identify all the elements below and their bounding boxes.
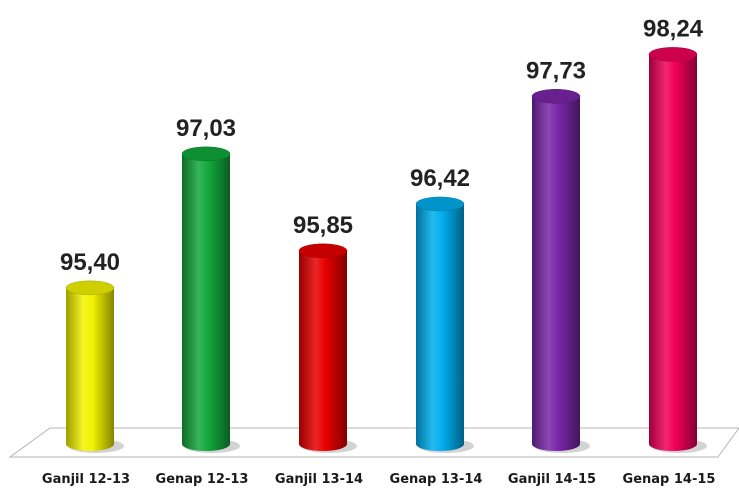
bar-body <box>299 250 347 451</box>
bar-top-cap <box>65 280 115 296</box>
category-labels-group: Ganjil 12-13 Genap 12-13 Ganjil 13-14 Genap… <box>42 472 716 487</box>
bar-top-cap <box>181 146 231 162</box>
data-label: 95,40 <box>60 249 120 276</box>
bar-body <box>532 96 580 451</box>
bar-top-cap <box>298 243 348 259</box>
bar <box>65 280 124 453</box>
bar-top-cap <box>415 196 465 212</box>
bar <box>648 47 707 453</box>
bars-group <box>65 47 707 453</box>
bar <box>531 89 590 453</box>
data-label: 97,03 <box>176 115 236 142</box>
x-tick-label: Genap 13-14 <box>390 472 483 487</box>
bar-top-cap <box>531 89 581 104</box>
x-tick-label: Ganjil 13-14 <box>275 472 363 487</box>
bar-body <box>416 203 464 451</box>
data-label: 95,85 <box>293 212 353 239</box>
x-tick-label: Ganjil 12-13 <box>42 472 130 487</box>
data-label: 98,24 <box>643 15 704 42</box>
bar <box>415 196 474 453</box>
x-tick-label: Genap 14-15 <box>623 472 716 487</box>
bar-top-cap <box>648 47 698 62</box>
data-label: 96,42 <box>410 165 470 192</box>
bar-body <box>66 287 114 451</box>
bar <box>181 146 240 453</box>
x-tick-label: Ganjil 14-15 <box>508 472 596 487</box>
bar <box>298 243 357 453</box>
bar-body <box>649 54 697 451</box>
value-labels-group: 95,40 97,03 95,85 96,42 97,73 98,24 <box>60 15 704 275</box>
x-tick-label: Genap 12-13 <box>156 472 249 487</box>
data-label: 97,73 <box>526 57 586 84</box>
bar-body <box>182 153 230 452</box>
